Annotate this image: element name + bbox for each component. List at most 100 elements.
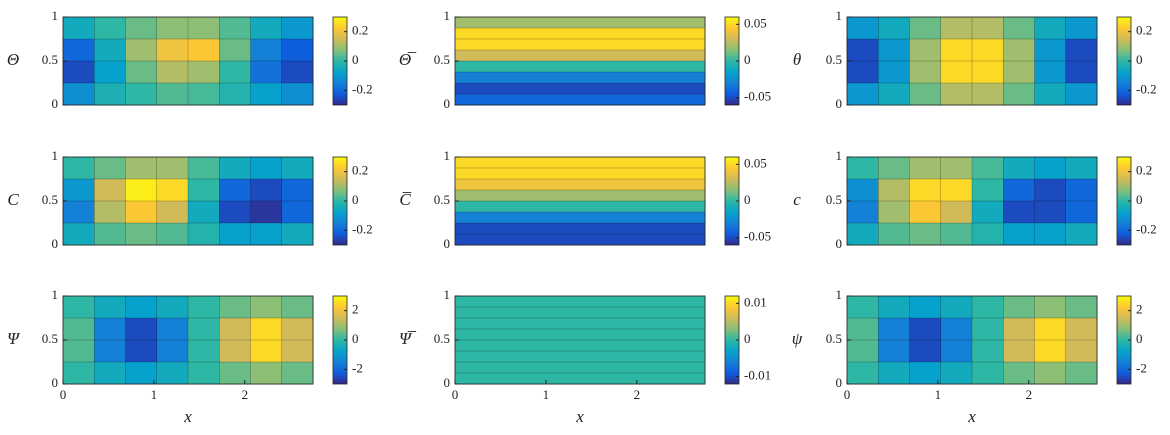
heat-cell bbox=[878, 82, 910, 106]
heat-cell bbox=[125, 178, 158, 202]
heat-cell bbox=[250, 156, 283, 180]
heat-cell bbox=[1003, 178, 1035, 202]
colorbar-tick-label: 0 bbox=[1136, 52, 1143, 67]
heat-cell bbox=[454, 306, 706, 319]
heat-cell bbox=[454, 49, 706, 62]
heat-cell bbox=[1003, 317, 1035, 341]
heat-cell bbox=[1034, 38, 1067, 62]
y-tick-label: 0.5 bbox=[826, 192, 842, 207]
x-axis-label: x bbox=[967, 407, 976, 426]
heat-cell bbox=[909, 361, 942, 385]
heat-cell bbox=[1003, 200, 1035, 224]
heat-cell bbox=[971, 16, 1004, 40]
heat-cell bbox=[878, 361, 910, 385]
y-axis-label: Θ bbox=[7, 50, 19, 69]
heat-cell bbox=[454, 211, 706, 224]
heat-cell bbox=[156, 60, 189, 84]
y-axis-label: Ψ̅ bbox=[399, 329, 417, 348]
colorbar-tick-label: 0.2 bbox=[1136, 163, 1152, 178]
y-tick-label: 1 bbox=[836, 287, 843, 302]
heat-cell bbox=[125, 38, 158, 62]
heat-cell bbox=[125, 295, 158, 319]
heat-cell bbox=[1034, 156, 1067, 180]
y-axis-label: c bbox=[793, 190, 801, 209]
heat-cell bbox=[1065, 178, 1098, 202]
heat-cell bbox=[971, 60, 1004, 84]
heat-cell bbox=[125, 156, 158, 180]
heat-cell bbox=[846, 295, 879, 319]
heat-cell bbox=[187, 200, 220, 224]
heat-cell bbox=[156, 38, 189, 62]
y-tick-label: 0 bbox=[836, 375, 843, 390]
heat-cell bbox=[125, 60, 158, 84]
heat-cell bbox=[281, 60, 314, 84]
heat-cell bbox=[156, 339, 189, 363]
heat-cell bbox=[909, 317, 942, 341]
heat-cell bbox=[94, 317, 126, 341]
heat-cell bbox=[62, 82, 95, 106]
heat-cell bbox=[125, 200, 158, 224]
heat-cell bbox=[250, 178, 283, 202]
heat-cell bbox=[281, 200, 314, 224]
heat-cell bbox=[1034, 339, 1067, 363]
heat-cell bbox=[62, 361, 95, 385]
heat-cell bbox=[125, 222, 158, 246]
heat-cell bbox=[454, 361, 706, 374]
heat-cell bbox=[219, 200, 251, 224]
heat-cell bbox=[187, 317, 220, 341]
y-tick-label: 0.5 bbox=[434, 52, 450, 67]
heat-cell bbox=[156, 361, 189, 385]
colorbar-tick-label: 0.01 bbox=[744, 294, 767, 309]
heat-cell bbox=[878, 38, 910, 62]
heat-cell bbox=[940, 361, 973, 385]
heat-cell bbox=[250, 38, 283, 62]
x-axis-label: x bbox=[183, 407, 192, 426]
colorbar-tick-label: -0.05 bbox=[744, 89, 771, 104]
heat-cell bbox=[454, 222, 706, 235]
colorbar-tick-label: 0.2 bbox=[352, 163, 368, 178]
heat-cell bbox=[281, 295, 314, 319]
heat-cell bbox=[971, 222, 1004, 246]
heat-cell bbox=[1003, 60, 1035, 84]
heat-cell bbox=[250, 339, 283, 363]
heat-cell bbox=[62, 178, 95, 202]
heat-cell bbox=[187, 361, 220, 385]
colorbar-tick-label: 0 bbox=[1136, 192, 1143, 207]
heat-cell bbox=[940, 16, 973, 40]
heat-cell bbox=[1065, 82, 1098, 106]
heat-cell bbox=[971, 317, 1004, 341]
heat-cell bbox=[94, 60, 126, 84]
heat-cell bbox=[187, 222, 220, 246]
y-axis-label: C bbox=[7, 190, 19, 209]
heat-cell bbox=[187, 60, 220, 84]
heat-cell bbox=[846, 38, 879, 62]
heat-cell bbox=[219, 156, 251, 180]
y-tick-label: 0.5 bbox=[826, 331, 842, 346]
x-tick-label: 1 bbox=[935, 387, 942, 402]
heat-cell bbox=[1065, 200, 1098, 224]
heat-cell bbox=[219, 38, 251, 62]
heat-cell bbox=[281, 317, 314, 341]
heat-cell bbox=[878, 295, 910, 319]
heat-cell bbox=[1065, 60, 1098, 84]
heat-cell bbox=[454, 93, 706, 106]
heat-cell bbox=[940, 295, 973, 319]
heat-cell bbox=[846, 82, 879, 106]
heat-cell bbox=[846, 16, 879, 40]
heat-cell bbox=[909, 38, 942, 62]
y-tick-label: 1 bbox=[444, 287, 451, 302]
heat-cell bbox=[94, 178, 126, 202]
colorbar-tick-label: 0 bbox=[744, 331, 751, 346]
x-tick-label: 0 bbox=[60, 387, 67, 402]
heat-cell bbox=[454, 328, 706, 341]
y-axis-label: C̅ bbox=[399, 190, 412, 209]
y-tick-label: 1 bbox=[444, 148, 451, 163]
heat-cell bbox=[846, 361, 879, 385]
heat-cell bbox=[94, 82, 126, 106]
colorbar-tick-label: -0.2 bbox=[352, 221, 373, 236]
colorbar-tick-label: -2 bbox=[352, 360, 363, 375]
heat-cell bbox=[62, 200, 95, 224]
y-tick-label: 0.5 bbox=[826, 52, 842, 67]
heat-cell bbox=[94, 156, 126, 180]
heat-cell bbox=[1034, 361, 1067, 385]
